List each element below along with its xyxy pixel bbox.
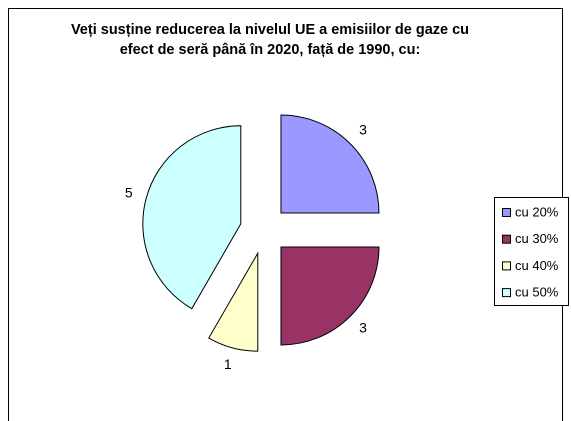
data-label: 5 (125, 184, 133, 200)
data-label: 3 (359, 320, 367, 336)
legend-swatch (502, 261, 511, 271)
pie-slice (142, 125, 242, 310)
data-label: 3 (359, 122, 367, 138)
pie-slice (208, 251, 259, 352)
chart-frame (8, 8, 563, 421)
data-label: 1 (224, 356, 232, 372)
chart-title: Veți susține reducerea la nivelul UE a e… (70, 22, 470, 58)
legend-label: cu 50% (515, 285, 559, 300)
pie-slice (280, 114, 380, 214)
legend-swatch (502, 234, 511, 244)
pie-slice (280, 246, 380, 346)
legend-swatch (502, 208, 511, 217)
legend-swatch (502, 288, 511, 298)
legend-label: cu 20% (515, 204, 559, 219)
legend-label: cu 40% (515, 258, 559, 273)
legend-label: cu 30% (515, 231, 559, 246)
